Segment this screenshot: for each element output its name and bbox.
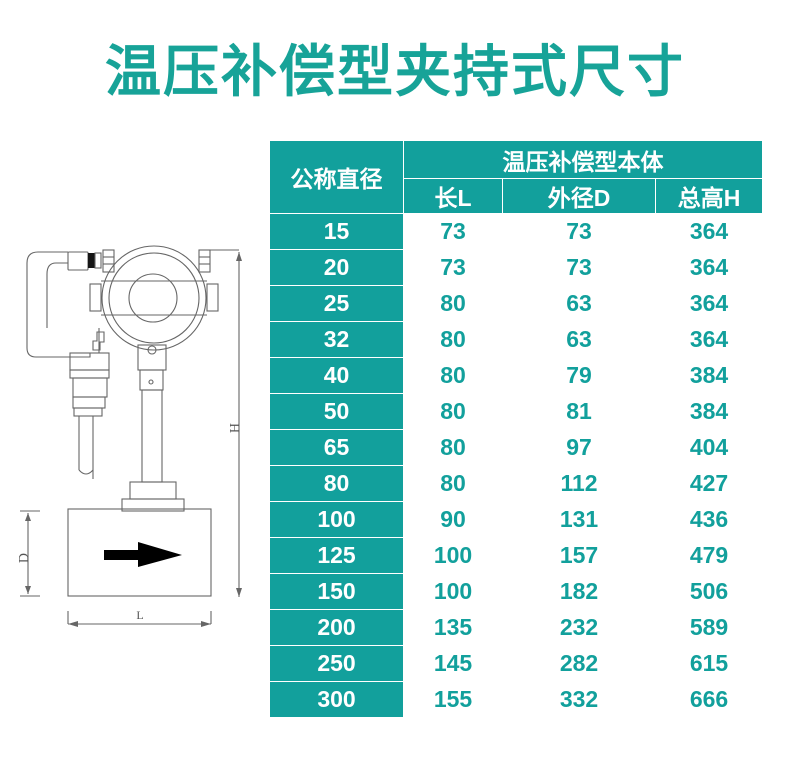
svg-text:L: L [136, 608, 143, 622]
svg-text:D: D [17, 553, 32, 563]
svg-text:H: H [228, 423, 243, 433]
